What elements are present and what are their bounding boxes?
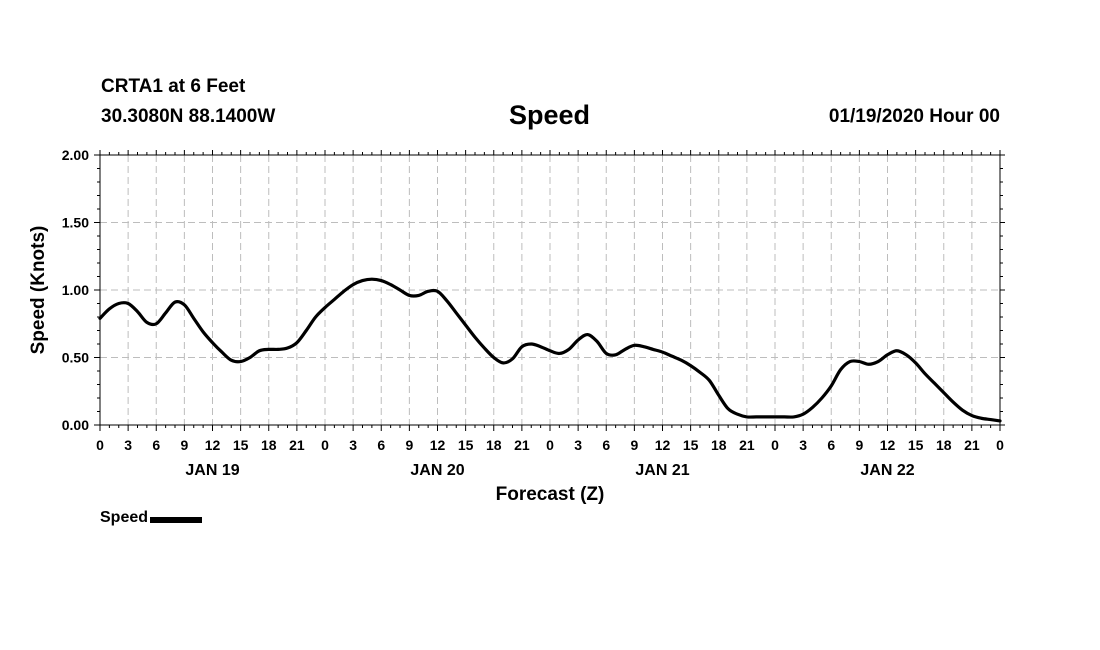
- day-label: JAN 22: [860, 462, 914, 479]
- x-tick-label: 15: [233, 437, 249, 453]
- chart-title: Speed: [509, 100, 591, 130]
- x-tick-label: 21: [514, 437, 530, 453]
- station-coords: 30.3080N 88.1400W: [101, 106, 276, 127]
- x-tick-label: 9: [630, 437, 638, 453]
- x-tick-label: 6: [152, 437, 160, 453]
- x-tick-label: 12: [205, 437, 221, 453]
- y-tick-label: 1.50: [62, 215, 89, 231]
- legend: Speed: [100, 509, 203, 527]
- x-tick-label: 9: [855, 437, 863, 453]
- y-tick-label: 0.50: [62, 350, 89, 366]
- y-tick-label: 1.00: [62, 282, 89, 298]
- legend-line-swatch: [150, 516, 203, 523]
- x-tick-label: 15: [458, 437, 474, 453]
- x-tick-label: 18: [936, 437, 952, 453]
- x-tick-label: 0: [771, 437, 779, 453]
- legend-label: Speed: [100, 509, 149, 526]
- x-tick-label: 15: [683, 437, 699, 453]
- x-tick-label: 3: [124, 437, 132, 453]
- series-line-speed: [98, 277, 1002, 423]
- day-label: JAN 19: [185, 462, 239, 479]
- x-tick-label: 12: [655, 437, 671, 453]
- y-tick-label: 0.00: [62, 417, 89, 433]
- plot-frame: [99, 154, 1001, 426]
- x-tick-label: 12: [430, 437, 446, 453]
- x-tick-label: 18: [486, 437, 502, 453]
- day-label: JAN 21: [635, 462, 689, 479]
- x-tick-label: 6: [377, 437, 385, 453]
- x-tick-label: 18: [261, 437, 277, 453]
- x-tick-label: 21: [964, 437, 980, 453]
- y-axis-title: Speed (Knots): [28, 226, 49, 355]
- x-tick-label: 6: [827, 437, 835, 453]
- x-tick-label: 9: [180, 437, 188, 453]
- grid: [100, 155, 1000, 425]
- day-label: JAN 20: [410, 462, 464, 479]
- forecast-datetime: 01/19/2020 Hour 00: [828, 106, 1000, 127]
- y-tick-label: 2.00: [62, 147, 89, 163]
- x-tick-label: 12: [880, 437, 896, 453]
- x-tick-label: 21: [289, 437, 305, 453]
- x-tick-label: 15: [908, 437, 924, 453]
- x-tick-label: 0: [96, 437, 104, 453]
- x-axis-title: Forecast (Z): [496, 484, 605, 505]
- y-tick-labels: 0.00 0.50 1.00 1.50 2.00: [62, 147, 89, 433]
- x-tick-label: 0: [321, 437, 329, 453]
- x-tick-label: 6: [602, 437, 610, 453]
- x-tick-label: 3: [799, 437, 807, 453]
- x-tick-label: 18: [711, 437, 727, 453]
- station-name: CRTA1 at 6 Feet: [101, 76, 246, 97]
- series-layer: [98, 277, 1002, 423]
- x-tick-label: 0: [996, 437, 1004, 453]
- x-tick-labels: 0 3 6 9 12 15 18 21 0 3 6 9 12 15 18 21 0 3 6 9 12 15 18 21 0 3 6 9…: [96, 437, 1004, 453]
- day-labels: JAN 19 JAN 20 JAN 21 JAN 22: [185, 462, 914, 479]
- x-tick-label: 0: [546, 437, 554, 453]
- x-tick-label: 3: [349, 437, 357, 453]
- x-tick-label: 21: [739, 437, 755, 453]
- x-tick-label: 9: [405, 437, 413, 453]
- x-tick-label: 3: [574, 437, 582, 453]
